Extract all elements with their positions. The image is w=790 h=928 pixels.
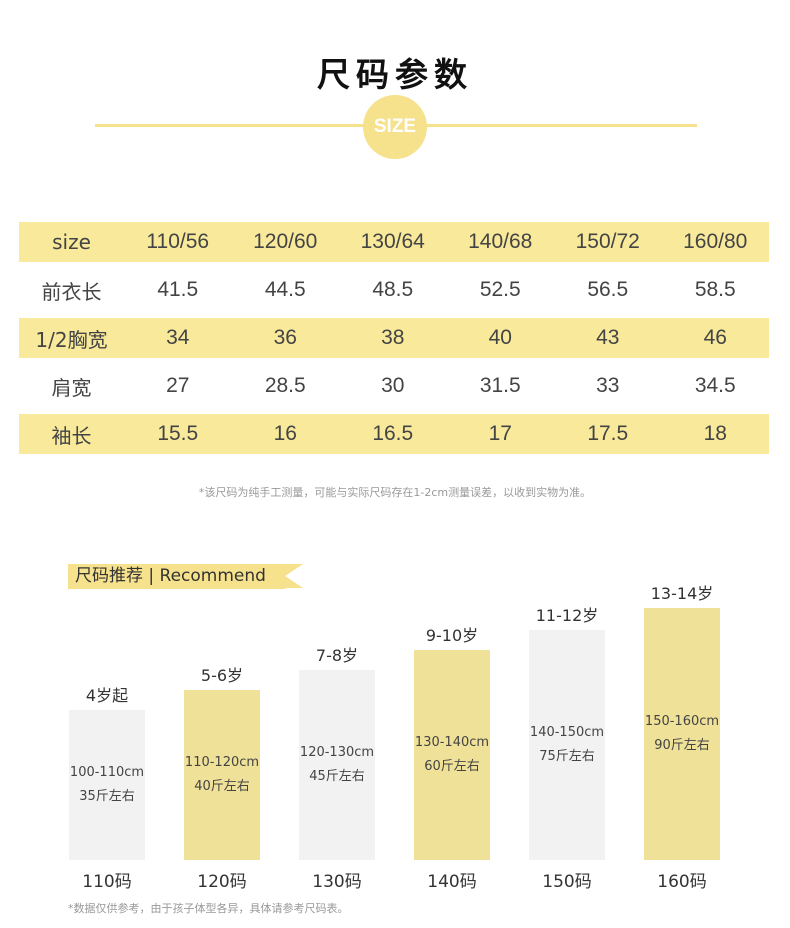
table-cell: 58.5: [694, 278, 736, 301]
bar-age-label: 9-10岁: [425, 626, 479, 645]
table-cell: 15.5: [157, 422, 199, 445]
recommend-bar: 140-150cm 75斤左右: [529, 630, 605, 860]
bar-info: 100-110cm 35斤左右: [69, 761, 145, 809]
size-col: 140/68: [468, 230, 533, 253]
table-cell: 44.5: [264, 278, 306, 301]
table-cell: 46: [703, 326, 727, 349]
bar-size-code: 110码: [82, 872, 132, 892]
row-label: 前衣长: [41, 279, 102, 304]
bar-weight: 40斤左右: [194, 779, 250, 794]
table-cell: 56.5: [587, 278, 629, 301]
bar-weight: 35斤左右: [79, 789, 135, 804]
size-col: 160/80: [683, 230, 748, 253]
size-badge: SIZE: [363, 95, 427, 159]
table-cell: 43: [596, 326, 620, 349]
bar-age-label: 13-14岁: [650, 584, 714, 603]
row-label: 1/2胸宽: [35, 327, 108, 352]
size-col: 130/64: [360, 230, 425, 253]
bar-size-code: 160码: [657, 872, 707, 892]
table-cell: 16: [273, 422, 297, 445]
row-label: 袖长: [51, 423, 92, 448]
table-cell: 33: [596, 374, 620, 397]
bar-weight: 75斤左右: [539, 749, 595, 764]
table-cell: 41.5: [157, 278, 199, 301]
size-col: 110/56: [146, 230, 210, 253]
bar-weight: 90斤左右: [654, 738, 710, 753]
size-table: size 110/56 120/60 130/64 140/68 150/72 …: [19, 218, 769, 458]
table-cell: 52.5: [479, 278, 521, 301]
table-cell: 48.5: [372, 278, 414, 301]
recommend-bar: 120-130cm 45斤左右: [299, 670, 375, 860]
recommend-bar: 100-110cm 35斤左右: [69, 710, 145, 860]
table-row: 袖长 15.5 16 16.5 17 17.5 18: [19, 414, 769, 454]
bar-height-range: 150-160cm: [644, 714, 720, 729]
recommend-bar: 130-140cm 60斤左右: [414, 650, 490, 860]
bar-height-range: 140-150cm: [529, 725, 605, 740]
data-note: *数据仅供参考，由于孩子体型各异，具体请参考尺码表。: [68, 902, 349, 915]
size-col: 150/72: [575, 230, 640, 253]
bar-size-code: 150码: [542, 872, 592, 892]
bar-height-range: 110-120cm: [184, 755, 260, 770]
measure-note: *该尺码为纯手工测量，可能与实际尺码存在1-2cm测量误差，以收到实物为准。: [198, 486, 592, 499]
bar-age-label: 11-12岁: [535, 606, 599, 625]
table-cell: 34.5: [694, 374, 736, 397]
bar-size-code: 140码: [427, 872, 477, 892]
recommend-bar: 110-120cm 40斤左右: [184, 690, 260, 860]
bar-info: 120-130cm 45斤左右: [299, 741, 375, 789]
bar-age-label: 4岁起: [85, 686, 129, 705]
table-cell: 31.5: [479, 374, 521, 397]
table-cell: 34: [166, 326, 190, 349]
table-cell: 36: [273, 326, 297, 349]
bar-age-label: 7-8岁: [315, 646, 359, 665]
table-cell: 27: [166, 374, 190, 397]
size-header-row: size 110/56 120/60 130/64 140/68 150/72 …: [19, 222, 769, 262]
table-cell: 40: [488, 326, 512, 349]
bar-age-label: 5-6岁: [200, 666, 244, 685]
table-cell: 30: [381, 374, 405, 397]
table-cell: 38: [381, 326, 405, 349]
bar-info: 130-140cm 60斤左右: [414, 731, 490, 779]
recommend-tag: 尺码推荐 | Recommend: [68, 564, 285, 589]
bar-height-range: 130-140cm: [414, 735, 490, 750]
bar-height-range: 120-130cm: [299, 745, 375, 760]
table-row: 肩宽 27 28.5 30 31.5 33 34.5: [19, 362, 769, 410]
bar-weight: 45斤左右: [309, 769, 365, 784]
page-title: 尺码参数: [317, 55, 473, 94]
recommend-tag-tip: [285, 564, 303, 588]
bar-size-code: 120码: [197, 872, 247, 892]
table-cell: 18: [703, 422, 727, 445]
table-cell: 16.5: [372, 422, 414, 445]
table-cell: 28.5: [264, 374, 306, 397]
bar-size-code: 130码: [312, 872, 362, 892]
table-row: 前衣长 41.5 44.5 48.5 52.5 56.5 58.5: [19, 266, 769, 314]
size-header-label: size: [52, 230, 91, 254]
bar-info: 150-160cm 90斤左右: [644, 710, 720, 758]
bar-height-range: 100-110cm: [69, 765, 145, 780]
bar-info: 140-150cm 75斤左右: [529, 721, 605, 769]
table-cell: 17.5: [587, 422, 629, 445]
bar-info: 110-120cm 40斤左右: [184, 751, 260, 799]
bar-weight: 60斤左右: [424, 759, 480, 774]
row-label: 肩宽: [51, 375, 92, 400]
recommend-bar: 150-160cm 90斤左右: [644, 608, 720, 860]
table-row: 1/2胸宽 34 36 38 40 43 46: [19, 318, 769, 358]
table-cell: 17: [488, 422, 512, 445]
size-col: 120/60: [253, 230, 318, 253]
